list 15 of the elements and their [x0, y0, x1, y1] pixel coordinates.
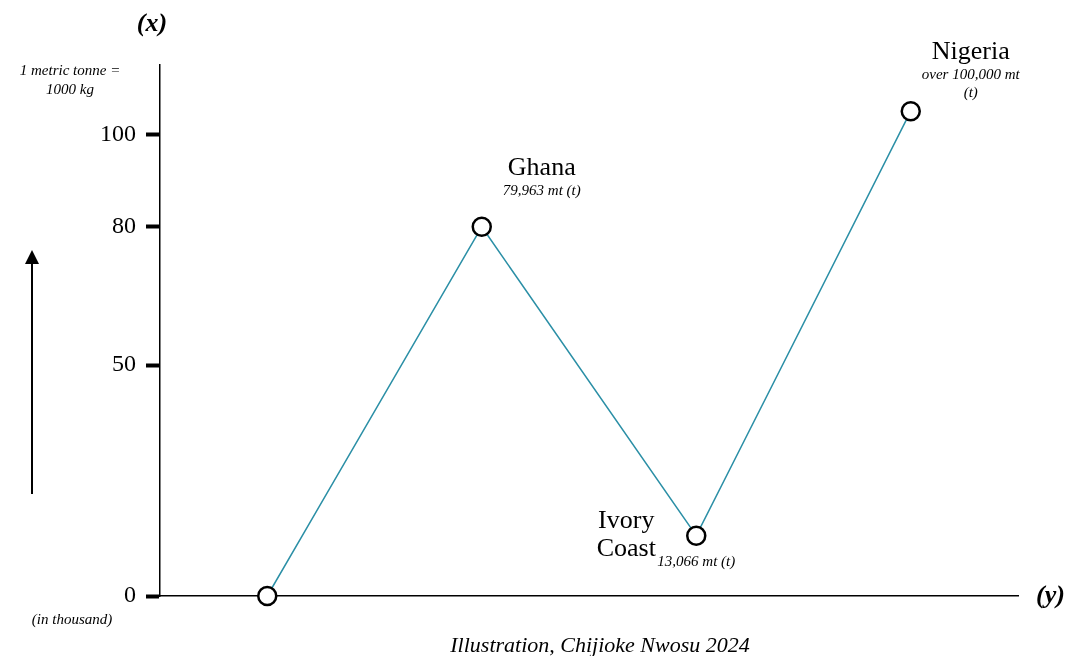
x-tick-label: Nigeria	[931, 36, 1011, 66]
x-tick-label: Ivory Coast	[596, 504, 657, 562]
y-tick-label: 0	[124, 581, 136, 608]
text: 1 metric tonne = 1000 kg	[19, 62, 121, 97]
y-tick-label: 50	[112, 350, 136, 377]
text: (in thousand)	[31, 611, 113, 628]
x-tick-label: Ghana	[507, 151, 577, 181]
annotation: over 100,000 mt (t)	[921, 66, 1021, 102]
annotation: 79,963 mt (t)	[502, 181, 581, 199]
text: Illustration, Chijioke Nwosu 2024	[449, 632, 750, 656]
annotation: 13,066 mt (t)	[657, 552, 736, 570]
y-axis-title: (x)	[136, 7, 168, 37]
y-tick-label: 80	[112, 211, 136, 238]
y-tick-label: 100	[100, 119, 136, 146]
x-axis-title: (y)	[1036, 579, 1065, 609]
